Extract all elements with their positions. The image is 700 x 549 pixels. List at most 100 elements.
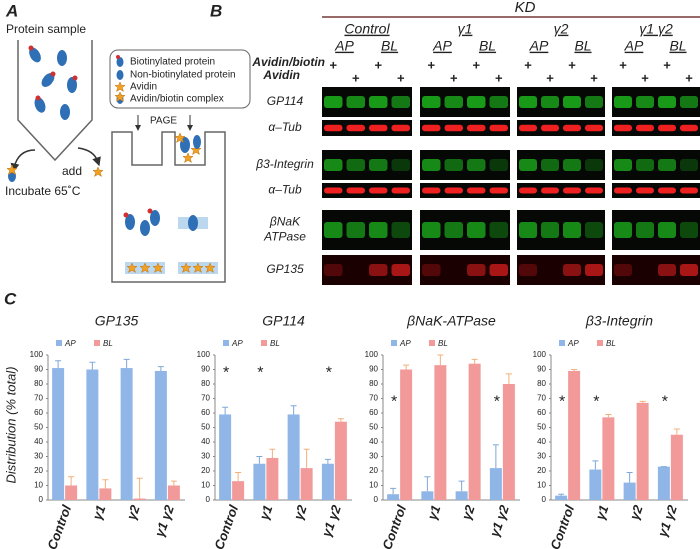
error-bar [123,358,130,369]
treatment-label: Avidin [262,68,300,82]
blot-band [519,222,537,238]
annotation: * [391,394,397,411]
plus-sign: + [397,70,405,85]
blot-label: GP114 [267,94,304,108]
blot-band [391,159,410,171]
blot-band [391,124,410,132]
plus-sign: + [685,70,693,85]
plus-sign: + [450,70,458,85]
annotation: * [257,365,263,382]
blot-band [489,96,508,108]
blot-band [585,124,603,132]
y-tick-label: 0 [206,495,211,504]
bar [602,417,615,500]
blot-band [519,159,537,171]
x-tick-label: γ1 γ2 [152,502,177,538]
panel-a: A Protein sample add Incubate 65˚C Bioti… [5,1,251,283]
blot-band [369,96,388,108]
blot-band [467,264,486,276]
bar [219,414,232,500]
blot-band [636,124,654,132]
x-tick-label: γ1 γ2 [487,502,512,538]
annotation: * [559,394,565,411]
bar [636,402,649,500]
blot-band [585,159,603,171]
error-bar [639,400,646,403]
blot-band [391,264,410,276]
blot-band [519,96,537,108]
bar [455,491,468,500]
blot-band [563,222,581,238]
blot-band [324,159,343,171]
blot-band [489,264,508,276]
y-tick-label: 10 [537,481,546,490]
y-tick-label: 60 [34,408,43,417]
gel [111,131,226,283]
x-tick-label: γ1 [424,503,443,522]
blot [612,183,700,198]
x-tick-label: γ1 [89,503,108,522]
legend-text: Non-biotinylated protein [130,70,236,81]
blot-band [563,187,581,194]
plus-sign: + [352,70,360,85]
bar [334,421,347,500]
blot-band [369,187,388,194]
y-tick-label: 60 [201,408,210,417]
error-bar [437,354,444,366]
blot-band [680,187,698,194]
blot-band [346,222,365,238]
blot-band [324,264,343,276]
blot-band [680,222,698,238]
chart-title: βNaK-ATPase [406,313,496,329]
blot-label: βNaK [269,215,301,229]
x-tick-label: γ2 [124,502,143,521]
bar [555,495,568,500]
error-bar [68,476,75,486]
legend-label: BL [103,339,113,348]
blot-band [541,187,559,194]
y-tick-label: 40 [34,437,43,446]
blot-band [324,124,343,132]
blot-band [636,222,654,238]
legend-swatch [94,340,100,346]
y-tick-label: 90 [34,365,43,374]
panel-label: A [5,1,18,20]
bar [489,468,502,500]
fraction-label: BL [574,38,591,54]
tube-proteins [28,45,78,120]
y-tick-label: 50 [34,423,43,432]
plus-sign: + [641,70,649,85]
x-tick-label: γ2 [291,502,310,521]
error-bar [170,480,177,486]
blot-band [467,187,486,194]
blot-band [563,264,581,276]
chart-title: β3-Integrin [585,313,653,329]
blot-band [444,222,463,238]
error-bar [222,406,229,415]
error-bar [337,418,344,422]
error-bar [269,448,276,458]
y-tick-label: 50 [201,423,210,432]
blot-band [489,124,508,132]
y-tick-label: 20 [537,466,546,475]
group-label: γ1 γ2 [639,21,673,37]
error-bar [136,477,143,499]
x-tick-label: γ2 [459,502,478,521]
error-bar [55,360,62,369]
error-bar [424,476,431,492]
y-tick-label: 20 [369,466,378,475]
bar [568,370,581,500]
blot-band [585,222,603,238]
bar [154,370,167,500]
y-tick-label: 10 [34,481,43,490]
bar [266,457,279,500]
blot-band [680,96,698,108]
blot [612,120,700,136]
blot-band [563,159,581,171]
legend-label: BL [606,339,616,348]
blot-band [422,159,441,171]
x-tick-label: Control [547,503,577,549]
plus-sign: + [472,57,480,72]
error-bar [505,373,512,384]
